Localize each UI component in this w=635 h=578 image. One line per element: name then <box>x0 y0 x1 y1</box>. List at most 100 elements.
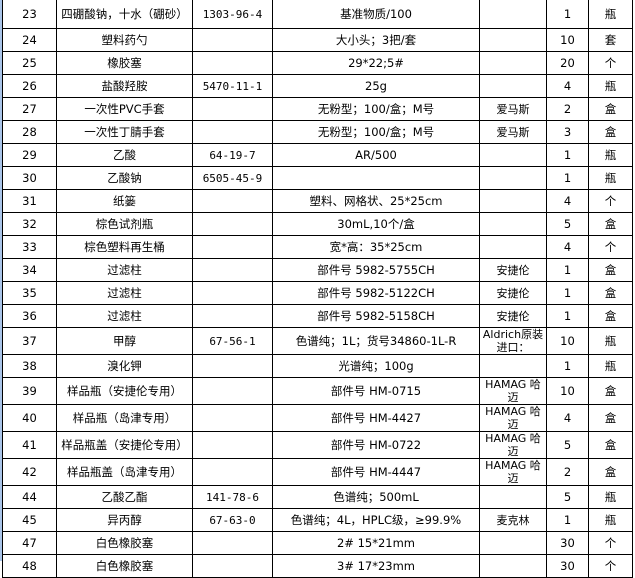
cell-brand[interactable]: HAMAG 哈迈 <box>479 458 547 486</box>
cell-cas[interactable]: 67-56-1 <box>192 327 273 355</box>
cell-no[interactable]: 36 <box>2 304 57 328</box>
cell-spec[interactable]: 部件号 5982-5158CH <box>272 304 480 328</box>
cell-unit[interactable]: 瓶 <box>588 166 633 190</box>
cell-cas[interactable] <box>192 120 273 144</box>
cell-cas[interactable]: 67-63-0 <box>192 508 273 532</box>
cell-spec[interactable]: AR/500 <box>272 143 480 167</box>
cell-cas[interactable] <box>192 51 273 75</box>
cell-brand[interactable]: 安捷伦 <box>479 281 547 305</box>
cell-name[interactable]: 棕色试剂瓶 <box>56 212 193 236</box>
cell-name[interactable]: 溴化钾 <box>56 354 193 378</box>
cell-spec[interactable]: 基准物质/100 <box>272 0 480 29</box>
cell-qty[interactable]: 5 <box>546 485 589 509</box>
cell-name[interactable]: 一次性PVC手套 <box>56 97 193 121</box>
cell-unit[interactable]: 盒 <box>588 304 633 328</box>
cell-spec[interactable] <box>272 166 480 190</box>
cell-name[interactable]: 白色橡胶塞 <box>56 554 193 578</box>
cell-unit[interactable]: 瓶 <box>588 485 633 509</box>
cell-name[interactable]: 塑料药勺 <box>56 28 193 52</box>
cell-brand[interactable]: 爱马斯 <box>479 97 547 121</box>
cell-cas[interactable] <box>192 281 273 305</box>
cell-no[interactable]: 39 <box>2 377 57 405</box>
cell-unit[interactable]: 个 <box>588 51 633 75</box>
cell-spec[interactable]: 3# 17*23mm <box>272 554 480 578</box>
cell-qty[interactable]: 4 <box>546 235 589 259</box>
cell-qty[interactable]: 30 <box>546 554 589 578</box>
cell-spec[interactable]: 塑料、网格状、25*25cm <box>272 189 480 213</box>
cell-no[interactable]: 32 <box>2 212 57 236</box>
cell-name[interactable]: 白色橡胶塞 <box>56 531 193 555</box>
cell-name[interactable]: 样品瓶（岛津专用） <box>56 404 193 432</box>
cell-no[interactable]: 42 <box>2 458 57 486</box>
cell-unit[interactable]: 盒 <box>588 431 633 459</box>
cell-unit[interactable]: 套 <box>588 28 633 52</box>
cell-brand[interactable]: Aldrich原装进口： <box>479 327 547 355</box>
cell-name[interactable]: 乙酸 <box>56 143 193 167</box>
cell-no[interactable]: 30 <box>2 166 57 190</box>
cell-cas[interactable] <box>192 377 273 405</box>
cell-cas[interactable] <box>192 458 273 486</box>
cell-brand[interactable]: 麦克林 <box>479 508 547 532</box>
cell-unit[interactable]: 盒 <box>588 377 633 405</box>
cell-brand[interactable] <box>479 212 547 236</box>
cell-cas[interactable] <box>192 97 273 121</box>
cell-spec[interactable]: 色谱纯；500mL <box>272 485 480 509</box>
cell-spec[interactable]: 25g <box>272 74 480 98</box>
cell-spec[interactable]: 部件号 5982-5122CH <box>272 281 480 305</box>
cell-no[interactable]: 23 <box>2 0 57 29</box>
cell-brand[interactable] <box>479 28 547 52</box>
cell-no[interactable]: 44 <box>2 485 57 509</box>
cell-brand[interactable] <box>479 143 547 167</box>
cell-cas[interactable] <box>192 354 273 378</box>
cell-brand[interactable] <box>479 0 547 29</box>
cell-spec[interactable]: 色谱纯；4L，HPLC级，≥99.9% <box>272 508 480 532</box>
cell-brand[interactable]: HAMAG 哈迈 <box>479 404 547 432</box>
cell-cas[interactable] <box>192 431 273 459</box>
cell-no[interactable]: 33 <box>2 235 57 259</box>
cell-brand[interactable] <box>479 531 547 555</box>
cell-unit[interactable]: 瓶 <box>588 0 633 29</box>
cell-no[interactable]: 27 <box>2 97 57 121</box>
cell-brand[interactable]: HAMAG 哈迈 <box>479 377 547 405</box>
cell-cas[interactable] <box>192 554 273 578</box>
cell-qty[interactable]: 4 <box>546 74 589 98</box>
cell-name[interactable]: 甲醇 <box>56 327 193 355</box>
cell-no[interactable]: 48 <box>2 554 57 578</box>
cell-name[interactable]: 棕色塑料再生桶 <box>56 235 193 259</box>
cell-unit[interactable]: 盒 <box>588 212 633 236</box>
cell-qty[interactable]: 1 <box>546 166 589 190</box>
cell-no[interactable]: 40 <box>2 404 57 432</box>
cell-unit[interactable]: 盒 <box>588 404 633 432</box>
cell-qty[interactable]: 10 <box>546 377 589 405</box>
cell-name[interactable]: 橡胶塞 <box>56 51 193 75</box>
cell-no[interactable]: 25 <box>2 51 57 75</box>
cell-unit[interactable]: 瓶 <box>588 74 633 98</box>
cell-cas[interactable]: 1303-96-4 <box>192 0 273 29</box>
cell-qty[interactable]: 5 <box>546 212 589 236</box>
cell-unit[interactable]: 瓶 <box>588 143 633 167</box>
cell-name[interactable]: 样品瓶盖（安捷伦专用） <box>56 431 193 459</box>
cell-spec[interactable]: 部件号 HM-0715 <box>272 377 480 405</box>
cell-no[interactable]: 45 <box>2 508 57 532</box>
cell-unit[interactable]: 个 <box>588 531 633 555</box>
cell-qty[interactable]: 1 <box>546 143 589 167</box>
cell-brand[interactable] <box>479 354 547 378</box>
cell-no[interactable]: 38 <box>2 354 57 378</box>
cell-brand[interactable]: 安捷伦 <box>479 304 547 328</box>
cell-qty[interactable]: 1 <box>546 281 589 305</box>
cell-brand[interactable] <box>479 51 547 75</box>
cell-no[interactable]: 47 <box>2 531 57 555</box>
cell-brand[interactable]: 安捷伦 <box>479 258 547 282</box>
cell-no[interactable]: 24 <box>2 28 57 52</box>
cell-cas[interactable] <box>192 404 273 432</box>
cell-qty[interactable]: 1 <box>546 0 589 29</box>
cell-qty[interactable]: 2 <box>546 97 589 121</box>
cell-brand[interactable]: HAMAG 哈迈 <box>479 431 547 459</box>
cell-name[interactable]: 过滤柱 <box>56 258 193 282</box>
cell-no[interactable]: 41 <box>2 431 57 459</box>
cell-name[interactable]: 过滤柱 <box>56 281 193 305</box>
cell-unit[interactable]: 盒 <box>588 281 633 305</box>
cell-spec[interactable]: 部件号 HM-4447 <box>272 458 480 486</box>
cell-qty[interactable]: 30 <box>546 531 589 555</box>
cell-unit[interactable]: 瓶 <box>588 327 633 355</box>
